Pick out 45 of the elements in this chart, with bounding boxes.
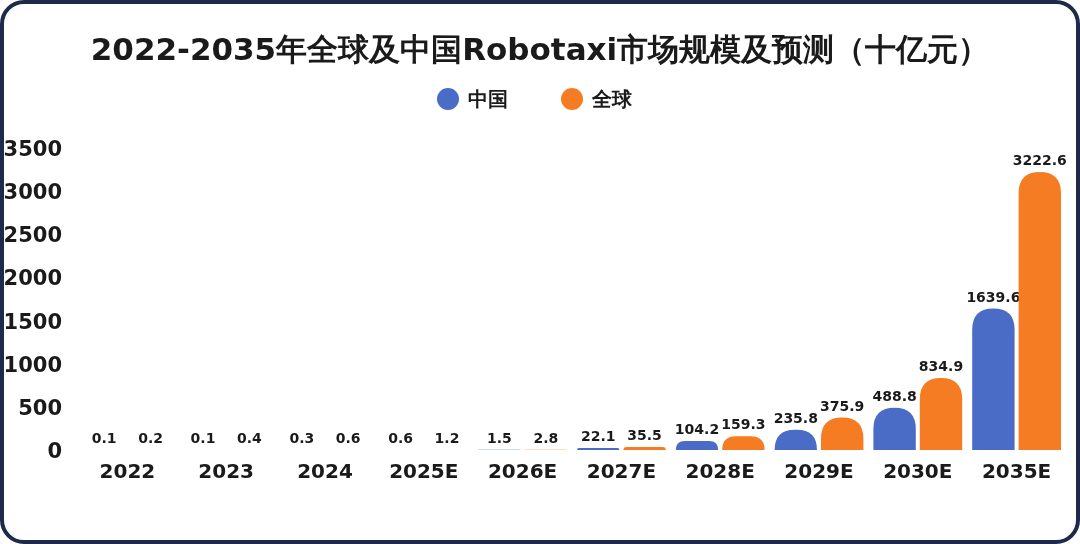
legend-label: 中国 [468,87,508,111]
chart-title: 2022-2035年全球及中国Robotaxi市场规模及预测（十亿元） [90,31,990,67]
y-tick-label: 3000 [3,180,62,205]
y-tick-label: 1000 [3,352,62,377]
data-label: 0.1 [91,429,117,446]
data-label: 488.8 [872,387,917,404]
x-tick-label: 2030E [883,459,953,483]
x-tick-label: 2028E [685,459,755,483]
data-label: 0.3 [289,429,315,446]
data-label: 2.8 [533,429,559,446]
data-label: 159.3 [721,416,766,433]
data-label: 0.1 [190,429,216,446]
data-label: 1.2 [434,429,460,446]
y-tick-label: 2500 [3,223,62,248]
bar [972,308,1015,450]
x-tick-label: 2027E [586,459,657,483]
y-tick-label: 0 [47,439,62,463]
bar [623,446,666,450]
data-label: 0.6 [335,429,361,446]
data-label: 3222.6 [1012,151,1067,168]
data-label: 1639.6 [966,288,1021,305]
data-label: 834.9 [918,357,964,374]
data-label: 104.2 [674,421,720,438]
data-label: 375.9 [820,397,865,414]
x-tick-label: 2024 [297,459,353,483]
data-label: 0.4 [236,429,263,446]
legend-label: 全球 [591,87,633,111]
y-tick-label: 2000 [3,266,62,291]
y-tick-label: 3500 [3,137,62,161]
bar [919,377,963,450]
x-tick-label: 2026E [487,459,558,483]
bar [1018,171,1061,450]
data-label: 235.8 [773,409,818,426]
x-tick-label: 2025E [389,459,459,483]
x-tick-label: 2029E [784,459,854,483]
x-tick-label: 2022 [99,459,156,483]
y-tick-label: 500 [18,395,62,420]
x-tick-label: 2023 [198,459,255,483]
data-label: 22.1 [580,428,616,445]
x-tick-label: 2035E [981,459,1052,483]
y-tick-label: 1500 [3,309,62,334]
data-label: 35.5 [627,426,662,443]
data-label: 0.6 [388,429,414,446]
data-label: 0.2 [138,429,164,446]
data-label: 1.5 [486,429,512,446]
